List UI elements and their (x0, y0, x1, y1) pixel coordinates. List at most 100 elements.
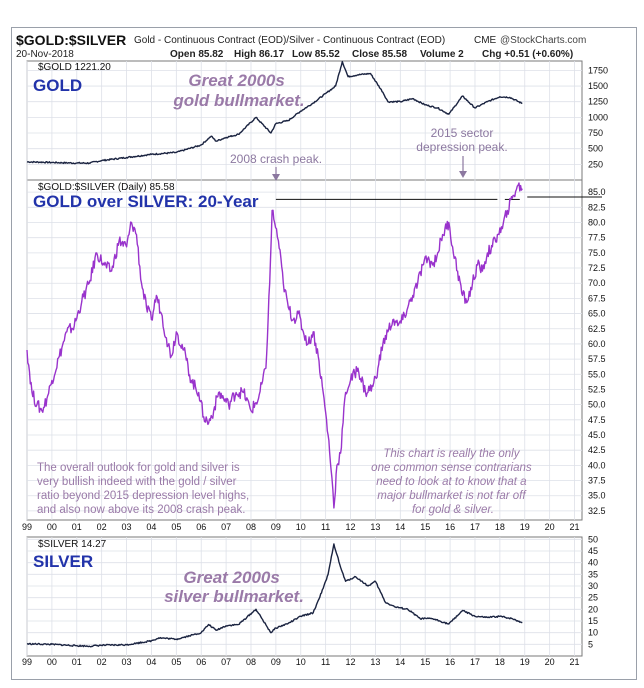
volume-value: Volume 2 (420, 49, 464, 60)
x-tick-label: 15 (420, 657, 430, 667)
x-tick-label: 20 (545, 522, 555, 532)
y-tick-label: 40 (588, 558, 598, 568)
stockcharts-watermark: @StockCharts.com (500, 35, 586, 46)
chart-description: Gold - Continuous Contract (EOD)/Silver … (134, 35, 445, 46)
y-tick-label: 60.0 (588, 339, 606, 349)
sector-peak-label-line2: depression peak. (416, 140, 507, 154)
high-value: High 86.17 (234, 49, 284, 60)
x-tick-label: 04 (146, 657, 156, 667)
x-tick-label: 07 (221, 657, 231, 667)
x-tick-label: 12 (346, 522, 356, 532)
x-tick-label: 12 (346, 657, 356, 667)
axis-layer: 99 99 00 00 01 01 02 02 03 03 04 04 05 05 06 06 07 07 08 08… (22, 65, 608, 667)
y-tick-label: 1500 (588, 81, 608, 91)
x-tick-label: 16 (445, 522, 455, 532)
low-value: Low 85.52 (292, 49, 340, 60)
x-tick-label: 01 (72, 657, 82, 667)
y-tick-label: 35.0 (588, 491, 606, 501)
y-tick-label: 62.5 (588, 324, 606, 334)
x-tick-label: 13 (370, 522, 380, 532)
y-tick-label: 55.0 (588, 369, 606, 379)
y-tick-label: 50 (588, 534, 598, 544)
x-tick-label: 17 (470, 522, 480, 532)
x-tick-label: 11 (321, 657, 330, 667)
y-tick-label: 20 (588, 604, 598, 614)
chart-exchange: CME (474, 35, 497, 46)
x-tick-label: 14 (395, 522, 405, 532)
x-tick-label: 09 (271, 657, 281, 667)
x-tick-label: 03 (122, 522, 132, 532)
chart-date: 20-Nov-2018 (16, 49, 74, 60)
y-tick-label: 5 (588, 639, 593, 649)
x-tick-label: 04 (146, 522, 156, 532)
silver-panel-title: SILVER (33, 552, 93, 571)
gold-bullmarket-annotation: Great 2000s gold bullmarket. (172, 71, 304, 110)
y-tick-label: 67.5 (588, 293, 606, 303)
crash-peak-arrow (272, 167, 280, 181)
x-tick-label: 18 (495, 657, 505, 667)
y-tick-label: 45.0 (588, 430, 606, 440)
contrarian-note: This chart is really the only one common… (371, 448, 535, 516)
x-tick-label: 02 (97, 522, 107, 532)
x-tick-label: 08 (246, 657, 256, 667)
x-tick-label: 00 (47, 522, 57, 532)
close-value: Close 85.58 (352, 49, 407, 60)
sector-peak-arrow (459, 156, 467, 178)
x-tick-label: 03 (122, 657, 132, 667)
crash-peak-label: 2008 crash peak. (230, 152, 322, 166)
y-tick-label: 15 (588, 616, 598, 626)
x-tick-label: 21 (570, 657, 580, 667)
y-tick-label: 42.5 (588, 445, 606, 455)
x-tick-label: 02 (97, 657, 107, 667)
x-tick-label: 19 (520, 657, 530, 667)
silver-panel (26, 536, 583, 657)
y-tick-label: 1750 (588, 65, 608, 75)
ratio-panel-title: GOLD over SILVER: 20-Year (33, 192, 259, 211)
y-tick-label: 1000 (588, 112, 608, 122)
grid-layer (26, 61, 582, 656)
y-tick-label: 70.0 (588, 278, 606, 288)
y-tick-label: 82.5 (588, 202, 606, 212)
y-tick-label: 57.5 (588, 354, 606, 364)
y-tick-label: 52.5 (588, 384, 606, 394)
y-tick-label: 32.5 (588, 506, 606, 516)
x-tick-label: 20 (545, 657, 555, 667)
x-tick-label: 00 (47, 657, 57, 667)
y-tick-label: 500 (588, 144, 603, 154)
y-tick-label: 35 (588, 569, 598, 579)
gold-panel-title: GOLD (33, 76, 82, 95)
series-line-gold (26, 60, 523, 165)
y-tick-label: 10 (588, 628, 598, 638)
series-line-goldsilver (26, 182, 523, 509)
x-tick-label: 07 (221, 522, 231, 532)
y-tick-label: 250 (588, 159, 603, 169)
x-tick-label: 06 (196, 522, 206, 532)
x-tick-label: 21 (570, 522, 580, 532)
x-tick-label: 18 (495, 522, 505, 532)
change-value: Chg +0.51 (+0.60%) (482, 49, 573, 60)
series-line-silver (26, 543, 523, 648)
silver-bullmarket-annotation: Great 2000s silver bullmarket. (164, 568, 304, 606)
y-tick-label: 72.5 (588, 263, 606, 273)
x-tick-label: 11 (321, 522, 330, 532)
x-tick-label: 01 (72, 522, 82, 532)
x-tick-label: 10 (296, 657, 306, 667)
y-tick-label: 37.5 (588, 476, 606, 486)
x-tick-label: 99 (22, 657, 32, 667)
y-tick-label: 65.0 (588, 309, 606, 319)
x-tick-label: 15 (420, 522, 430, 532)
x-tick-label: 05 (171, 657, 181, 667)
y-tick-label: 77.5 (588, 233, 606, 243)
x-tick-label: 05 (171, 522, 181, 532)
y-tick-label: 30 (588, 581, 598, 591)
ratio-legend: $GOLD:$SILVER (Daily) 85.58 (38, 182, 175, 193)
y-tick-label: 25 (588, 593, 598, 603)
open-value: Open 85.82 (170, 49, 224, 60)
y-tick-label: 47.5 (588, 415, 606, 425)
y-tick-label: 80.0 (588, 218, 606, 228)
y-tick-label: 40.0 (588, 460, 606, 470)
x-tick-label: 19 (520, 522, 530, 532)
x-tick-label: 99 (22, 522, 32, 532)
y-tick-label: 750 (588, 128, 603, 138)
